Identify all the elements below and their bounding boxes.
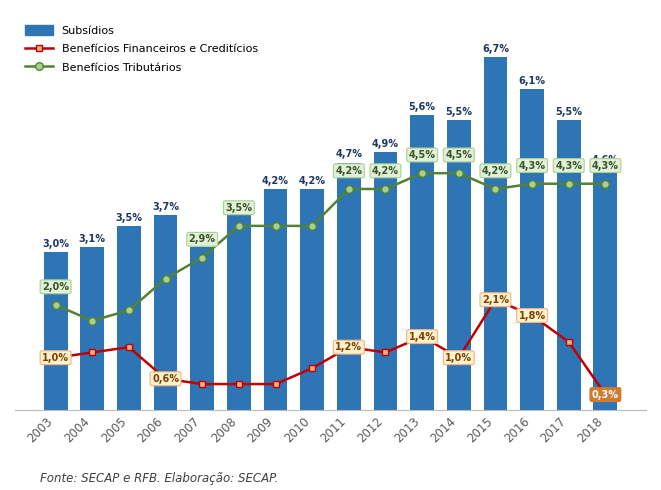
Text: 4,2%: 4,2%	[482, 166, 509, 176]
Text: 3,7%: 3,7%	[152, 202, 179, 212]
Text: 1,8%: 1,8%	[518, 311, 546, 320]
Bar	[337, 163, 361, 411]
Bar	[81, 247, 104, 411]
Text: 4,2%: 4,2%	[299, 176, 326, 186]
Bar	[300, 189, 324, 411]
Text: 4,2%: 4,2%	[335, 166, 362, 176]
Text: 3,7%: 3,7%	[225, 202, 253, 212]
Text: 1,2%: 1,2%	[335, 342, 362, 352]
Bar	[44, 252, 67, 411]
Bar	[484, 57, 508, 411]
Text: 4,3%: 4,3%	[592, 161, 619, 171]
Text: 2,1%: 2,1%	[482, 294, 509, 305]
Text: 4,3%: 4,3%	[555, 161, 582, 171]
Text: 1,0%: 1,0%	[42, 353, 69, 363]
Text: 3,1%: 3,1%	[79, 234, 106, 244]
Text: 5,5%: 5,5%	[446, 107, 473, 117]
Bar	[594, 168, 617, 411]
Text: 4,2%: 4,2%	[262, 176, 289, 186]
Bar	[373, 152, 397, 411]
Text: 2,9%: 2,9%	[188, 234, 215, 245]
Bar	[264, 189, 288, 411]
Text: 6,7%: 6,7%	[482, 44, 509, 54]
Text: 3,5%: 3,5%	[116, 213, 142, 223]
Text: Fonte: SECAP e RFB. Elaboração: SECAP.: Fonte: SECAP e RFB. Elaboração: SECAP.	[40, 472, 278, 485]
Text: 4,6%: 4,6%	[592, 155, 619, 165]
Bar	[117, 226, 141, 411]
Bar	[410, 115, 434, 411]
Text: 0,6%: 0,6%	[152, 374, 179, 384]
Bar	[153, 215, 177, 411]
Text: 2,0%: 2,0%	[42, 282, 69, 292]
Bar	[227, 215, 251, 411]
Bar	[557, 121, 580, 411]
Text: 5,5%: 5,5%	[555, 107, 582, 117]
Bar	[190, 247, 214, 411]
Text: 1,0%: 1,0%	[446, 353, 473, 363]
Bar	[447, 121, 471, 411]
Text: 4,2%: 4,2%	[372, 166, 399, 176]
Text: 4,5%: 4,5%	[408, 150, 436, 160]
Text: 0,3%: 0,3%	[592, 390, 619, 400]
Text: 6,1%: 6,1%	[519, 75, 545, 86]
Text: 4,7%: 4,7%	[335, 149, 362, 159]
Legend: Subsídios, Benefícios Financeiros e Creditícios, Benefícios Tributários: Subsídios, Benefícios Financeiros e Cred…	[20, 21, 262, 77]
Bar	[520, 89, 544, 411]
Text: 3,5%: 3,5%	[225, 203, 253, 213]
Text: 1,4%: 1,4%	[408, 332, 436, 342]
Text: 3,1%: 3,1%	[188, 234, 215, 244]
Text: 4,5%: 4,5%	[446, 150, 473, 160]
Text: 5,6%: 5,6%	[408, 102, 436, 112]
Text: 4,3%: 4,3%	[519, 161, 545, 171]
Text: 3,0%: 3,0%	[42, 239, 69, 249]
Text: 4,9%: 4,9%	[372, 139, 399, 149]
